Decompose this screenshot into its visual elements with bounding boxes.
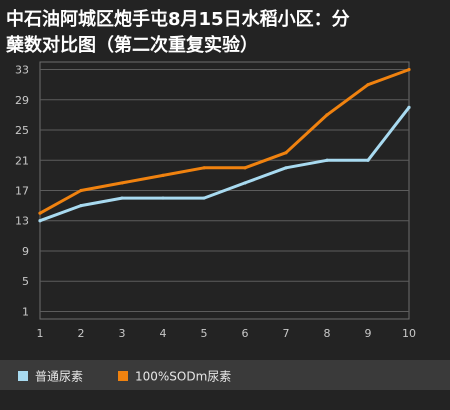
x-tick-label: 8 <box>324 327 331 340</box>
chart-title-line-2: 蘖数对比图（第二次重复实验） <box>5 34 258 56</box>
series-2-point <box>79 188 83 193</box>
series-2-point <box>284 151 288 155</box>
series-1-point <box>120 196 124 200</box>
y-tick-label: 13 <box>15 215 29 228</box>
series-1-point <box>202 196 206 200</box>
series-2-point <box>120 181 124 185</box>
series-1-point <box>38 219 42 223</box>
x-tick-label: 5 <box>201 327 208 340</box>
x-tick-label: 7 <box>283 327 290 340</box>
y-tick-label: 9 <box>22 245 29 258</box>
legend-swatch-1 <box>18 371 28 381</box>
x-tick-label: 2 <box>78 327 85 340</box>
series-2-point <box>161 173 165 177</box>
series-2-point <box>407 67 411 72</box>
x-tick-label: 10 <box>402 327 416 340</box>
series-2-point <box>243 166 247 170</box>
series-2-point <box>202 166 206 170</box>
x-tick-label: 3 <box>119 327 126 340</box>
series-1-point <box>161 196 165 200</box>
legend-label-2: 100%SODm尿素 <box>135 370 231 384</box>
x-tick-label: 6 <box>242 327 249 340</box>
y-tick-label: 33 <box>15 64 29 77</box>
series-lines <box>38 67 411 223</box>
series-2-point <box>38 211 42 215</box>
series-1-point <box>284 166 288 170</box>
series-2-point <box>325 113 329 117</box>
y-tick-label: 25 <box>15 124 29 137</box>
y-axis-ticks: 1 5 9 13 17 21 25 29 33 <box>15 64 29 319</box>
series-2-point <box>366 83 370 87</box>
series-line-2 <box>38 68 411 215</box>
y-tick-label: 1 <box>22 305 29 318</box>
y-tick-label: 21 <box>15 154 29 167</box>
x-tick-label: 4 <box>160 327 167 340</box>
series-1-point <box>325 158 329 162</box>
chart-title-line-1: 中石油阿城区炮手屯8月15日水稻小区：分 <box>6 8 350 30</box>
x-tick-label: 9 <box>365 327 372 340</box>
y-tick-label: 17 <box>15 185 29 198</box>
series-1-point <box>407 105 411 109</box>
y-tick-label: 5 <box>22 275 29 288</box>
legend: 普通尿素 100%SODm尿素 <box>18 370 231 384</box>
legend-label-1: 普通尿素 <box>35 370 83 384</box>
series-1-point <box>243 181 247 185</box>
legend-swatch-2 <box>118 371 128 381</box>
series-1-point <box>79 204 83 208</box>
series-line-1 <box>38 105 411 223</box>
legend-bar <box>0 360 450 390</box>
series-1-point <box>366 158 370 162</box>
x-axis-ticks: 1 2 3 4 5 6 7 8 9 10 <box>37 327 417 340</box>
y-tick-label: 29 <box>15 94 29 107</box>
x-tick-label: 1 <box>37 327 44 340</box>
